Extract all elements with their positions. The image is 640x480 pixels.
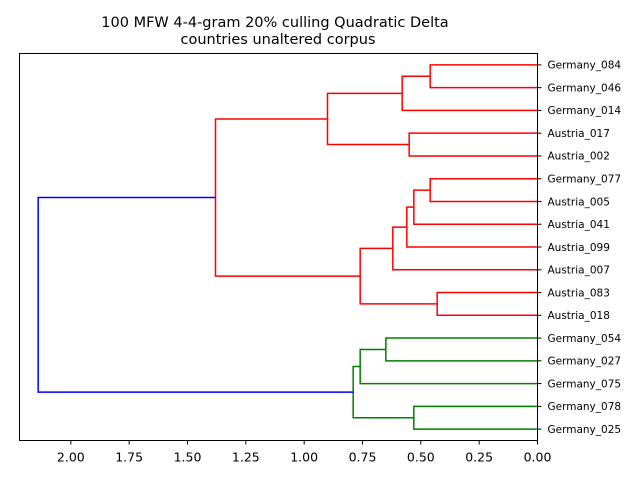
leaf-label: Germany_078 xyxy=(548,401,622,413)
link-n4 xyxy=(326,92,410,146)
leaf-label: Germany_027 xyxy=(548,356,622,368)
x-tick-label: 0.50 xyxy=(407,450,435,465)
dendrogram-links xyxy=(37,64,538,430)
x-tick-label: 1.00 xyxy=(290,450,318,465)
link-n3 xyxy=(408,132,538,157)
leaf-label: Austria_041 xyxy=(548,219,610,231)
link-n10 xyxy=(359,247,438,305)
x-tick-label: 1.25 xyxy=(232,450,260,465)
leaf-label: Austria_017 xyxy=(548,128,610,140)
x-tick-label: 1.50 xyxy=(174,450,202,465)
x-tick-label: 1.75 xyxy=(115,450,143,465)
leaf-label: Austria_005 xyxy=(548,196,610,208)
leaf-label: Germany_054 xyxy=(548,333,622,345)
leaf-label: Germany_084 xyxy=(548,60,622,72)
x-tick-label: 0.25 xyxy=(465,450,493,465)
link-n14 xyxy=(413,405,538,430)
leaf-label: Austria_083 xyxy=(548,287,610,299)
leaf-label: Austria_018 xyxy=(548,310,610,322)
leaf-label: Germany_025 xyxy=(548,424,622,436)
leaf-label: Germany_014 xyxy=(548,105,622,117)
link-n15 xyxy=(352,365,414,419)
link-n8 xyxy=(392,226,538,271)
leaf-label: Germany_075 xyxy=(548,378,622,390)
link-n6 xyxy=(413,189,538,225)
leaf-label: Austria_002 xyxy=(548,151,610,163)
link-n12 xyxy=(385,337,538,362)
link-n13 xyxy=(359,348,538,385)
x-axis: 2.00 1.75 1.50 1.25 1.00 0.75 0.50 0.25 0.00 xyxy=(57,440,552,465)
link-n2 xyxy=(401,75,538,112)
leaf-label: Germany_046 xyxy=(548,82,622,94)
leaf-labels: Germany_084 Germany_046 Germany_014 Austria… xyxy=(537,60,622,436)
leaf-label: Austria_099 xyxy=(548,242,610,254)
chart-title-line-1: 100 MFW 4-4-gram 20% culling Quadratic D… xyxy=(101,15,448,31)
link-n9 xyxy=(436,291,538,317)
leaf-label: Austria_007 xyxy=(548,265,610,277)
link-n11 xyxy=(214,118,361,277)
link-n7 xyxy=(406,206,538,248)
link-n1 xyxy=(429,64,538,89)
x-tick-label: 0.75 xyxy=(349,450,377,465)
link-n5 xyxy=(429,177,538,203)
leaf-label: Germany_077 xyxy=(548,174,622,186)
x-tick-label: 0.00 xyxy=(524,450,552,465)
chart-title-line-2: countries unaltered corpus xyxy=(180,32,375,48)
link-n16 xyxy=(37,196,354,393)
x-tick-label: 2.00 xyxy=(57,450,85,465)
